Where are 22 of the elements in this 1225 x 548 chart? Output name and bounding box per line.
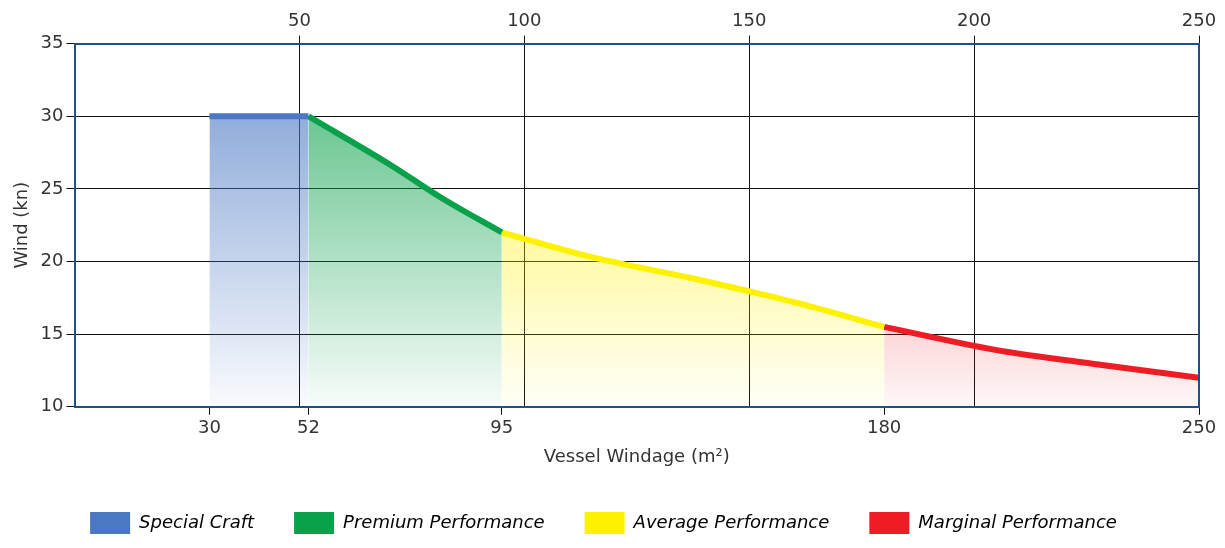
x-tick-label: 52 — [296, 416, 320, 438]
legend-label: Special Craft — [139, 510, 256, 532]
y-tick-label: 10 — [40, 394, 64, 416]
y-axis-title: Wind (kn) — [10, 181, 32, 269]
x2-tick-label: 100 — [507, 9, 542, 31]
x2-tick-label: 150 — [732, 9, 767, 31]
x-tick-label: 250 — [1181, 416, 1217, 438]
x-tick-label: 180 — [866, 416, 902, 438]
x-tick-label: 95 — [490, 416, 514, 438]
y-tick-label: 30 — [40, 103, 64, 125]
y-tick-label: 25 — [40, 176, 64, 198]
x-tick-label: 30 — [197, 416, 221, 438]
y-tick-label: 35 — [40, 31, 64, 53]
y-tick-label: 20 — [40, 249, 64, 271]
legend-label: Average Performance — [632, 510, 830, 532]
x2-tick-label: 200 — [956, 9, 992, 31]
legend-label: Premium Performance — [343, 510, 545, 532]
legend-label: Marginal Performance — [918, 510, 1117, 532]
y-tick-label: 15 — [40, 321, 64, 343]
x2-tick-label: 50 — [287, 9, 311, 31]
x-axis-title: Vessel Windage (m²) — [543, 444, 730, 466]
x2-tick-label: 250 — [1181, 9, 1217, 31]
